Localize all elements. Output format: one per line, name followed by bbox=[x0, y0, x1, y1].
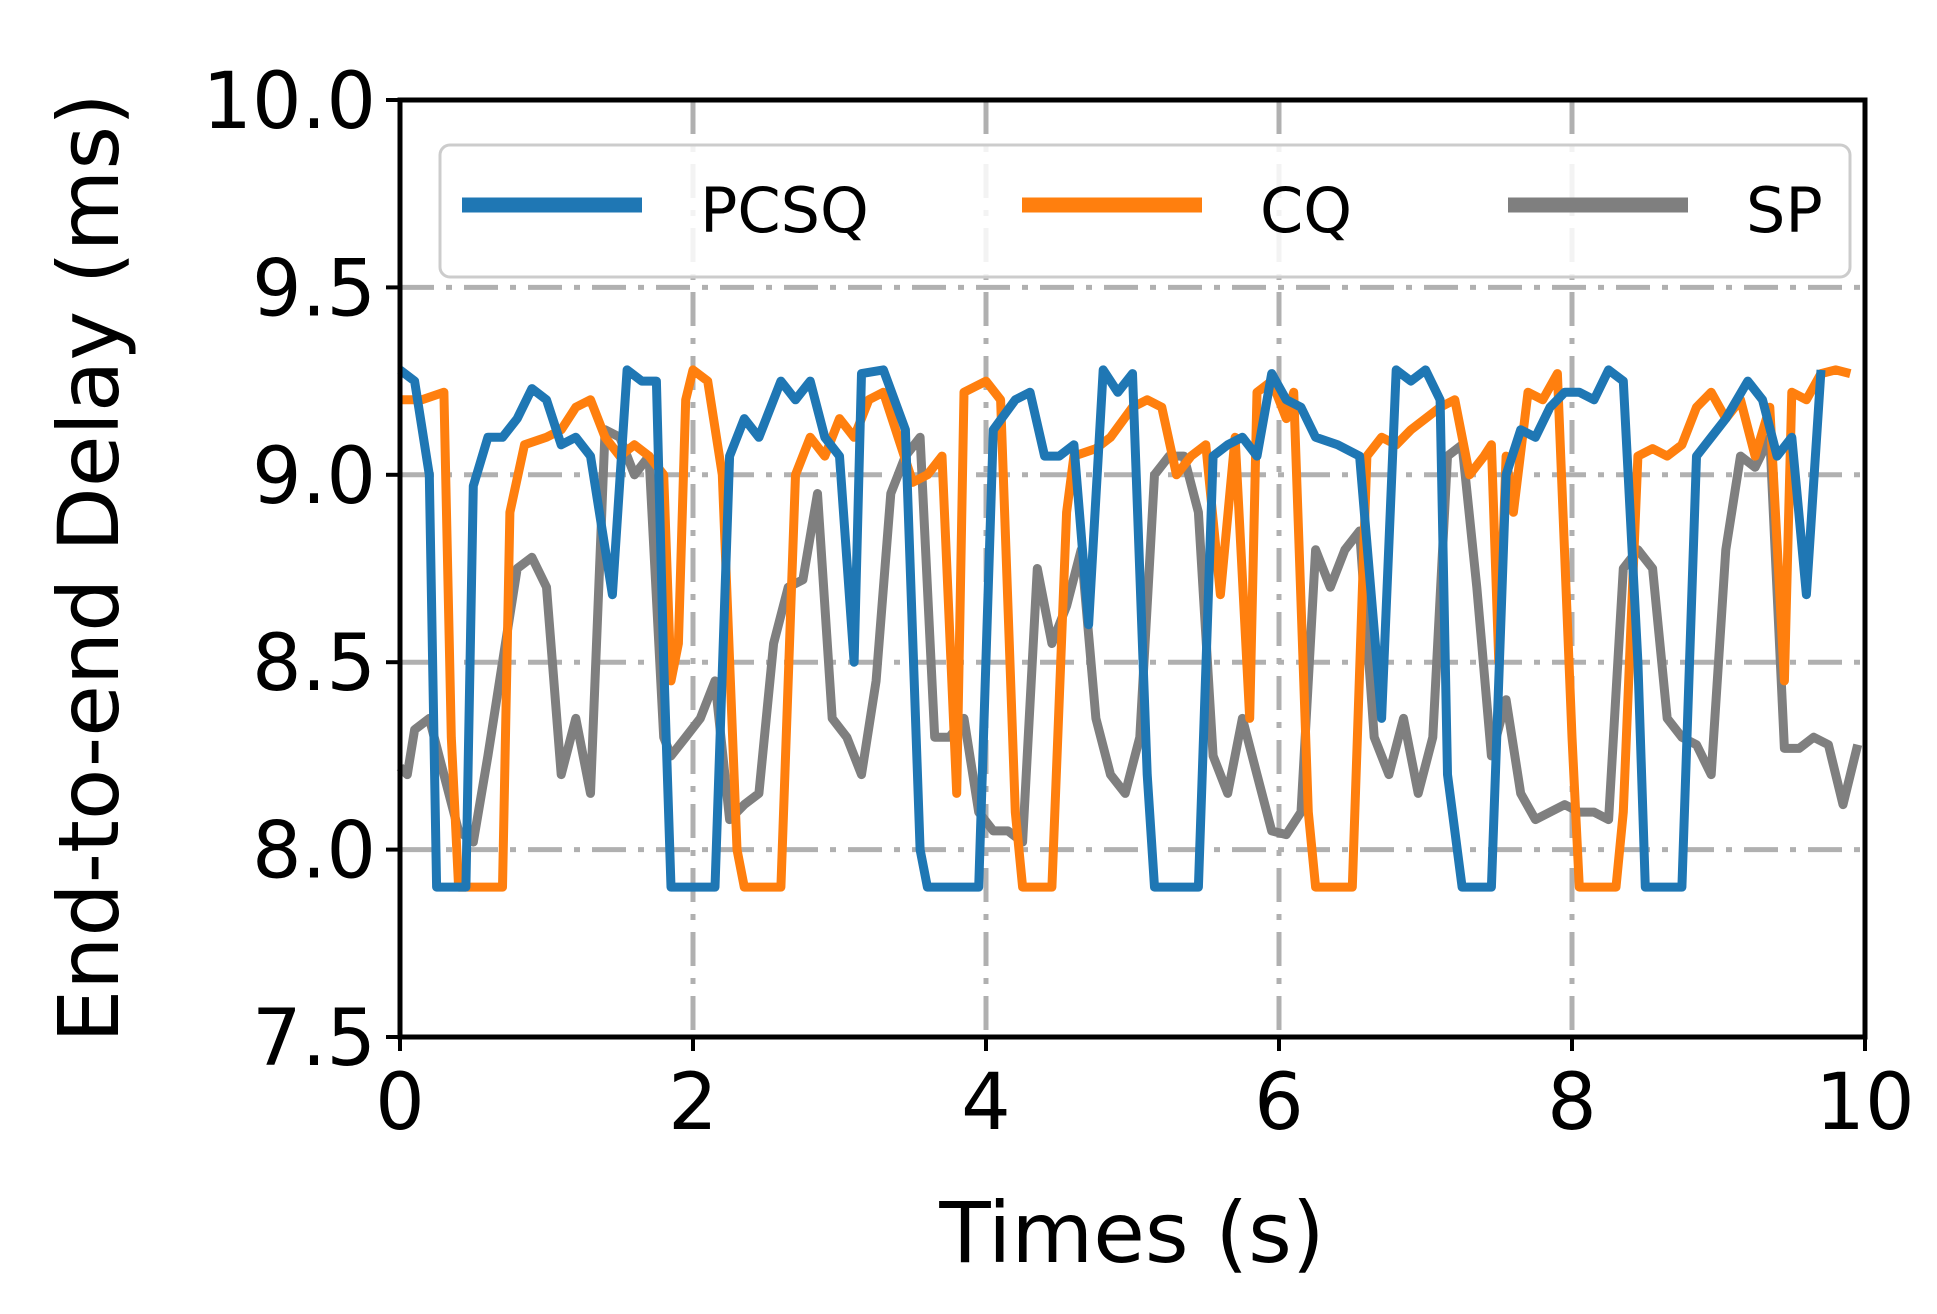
legend-label-pcsq: PCSQ bbox=[700, 174, 869, 247]
y-axis-label: End-to-end Delay (ms) bbox=[40, 93, 138, 1043]
x-tick-label: 8 bbox=[1547, 1058, 1597, 1148]
series-line-cq bbox=[400, 365, 1852, 892]
series-line-sp bbox=[396, 425, 1863, 847]
y-tick-label: 7.5 bbox=[252, 994, 376, 1084]
x-tick-label: 6 bbox=[1254, 1058, 1304, 1148]
legend-label-sp: SP bbox=[1746, 174, 1823, 247]
legend-label-cq: CQ bbox=[1260, 174, 1352, 247]
y-tick-label: 8.0 bbox=[252, 807, 376, 897]
x-tick-label: 4 bbox=[961, 1058, 1011, 1148]
y-tick-label: 8.5 bbox=[252, 619, 376, 709]
y-tick-label: 10.0 bbox=[202, 57, 376, 147]
x-tick-label: 10 bbox=[1815, 1058, 1914, 1148]
x-tick-label: 2 bbox=[668, 1058, 718, 1148]
x-axis-label: Times (s) bbox=[938, 1184, 1324, 1282]
axis-ticks: 0 2 4 6 8 10 7.5 8.0 8.5 9.0 9.5 10.0 bbox=[202, 57, 1914, 1148]
x-tick-label: 0 bbox=[375, 1058, 425, 1148]
plot-frame bbox=[397, 97, 1868, 1040]
series-line-pcsq bbox=[397, 365, 1826, 892]
y-tick-label: 9.0 bbox=[252, 432, 376, 522]
series-lines bbox=[396, 365, 1863, 892]
y-tick-label: 9.5 bbox=[252, 244, 376, 334]
legend: PCSQ CQ SP bbox=[438, 143, 1852, 279]
